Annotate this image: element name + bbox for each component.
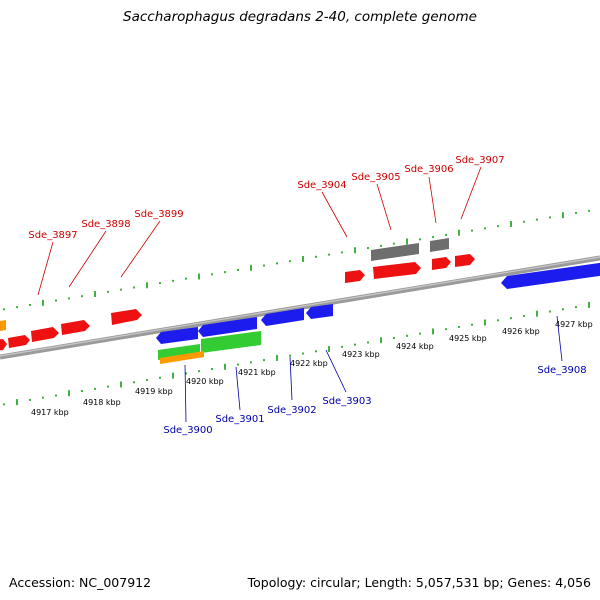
gene-box[interactable] bbox=[371, 243, 419, 261]
gene-label[interactable]: Sde_3902 bbox=[267, 405, 316, 416]
connector-sde-3902 bbox=[289, 356, 293, 401]
gene-label[interactable]: Sde_3903 bbox=[322, 396, 371, 407]
rna-genes bbox=[158, 331, 261, 364]
kbp-label: 4925 kbp bbox=[449, 334, 487, 343]
kbp-label: 4919 kbp bbox=[135, 387, 173, 396]
kbp-label: 4918 kbp bbox=[83, 398, 121, 407]
gene-arrow[interactable] bbox=[111, 309, 142, 325]
gene-label[interactable]: Sde_3905 bbox=[351, 172, 400, 183]
gene-box[interactable] bbox=[158, 344, 200, 360]
label-connectors bbox=[37, 166, 563, 423]
reverse-genes bbox=[156, 262, 600, 344]
connector-sde-3899 bbox=[120, 220, 161, 278]
kbp-label: 4926 kbp bbox=[502, 327, 540, 336]
connector-sde-3898 bbox=[68, 230, 107, 288]
kbp-label: 4924 kbp bbox=[396, 342, 434, 351]
kbp-label: 4917 kbp bbox=[31, 408, 69, 417]
gene-arrow[interactable] bbox=[261, 308, 304, 326]
gene-arrow[interactable] bbox=[0, 339, 7, 351]
gene-arrow[interactable] bbox=[156, 327, 198, 344]
genome-backbone bbox=[0, 255, 600, 360]
gene-label[interactable]: Sde_3901 bbox=[215, 414, 264, 425]
gene-box[interactable] bbox=[160, 351, 204, 364]
connector-sde-3907 bbox=[460, 166, 482, 220]
gene-arrow[interactable] bbox=[61, 320, 90, 335]
connector-sde-3903 bbox=[325, 349, 347, 393]
gene-arrow[interactable] bbox=[198, 317, 257, 337]
gene-label[interactable]: Sde_3907 bbox=[455, 155, 504, 166]
gene-label[interactable]: Sde_3900 bbox=[163, 425, 212, 436]
other-genes bbox=[371, 238, 449, 261]
kbp-label: 4922 kbp bbox=[290, 359, 328, 368]
gene-arrow[interactable] bbox=[501, 262, 600, 289]
gene-label[interactable]: Sde_3904 bbox=[297, 180, 346, 191]
connector-sde-3905 bbox=[376, 183, 392, 231]
forward-genes bbox=[0, 254, 475, 351]
gene-label[interactable]: Sde_3908 bbox=[537, 365, 586, 376]
gene-arrow[interactable] bbox=[373, 262, 421, 279]
gene-box[interactable] bbox=[201, 331, 261, 353]
connector-sde-3900 bbox=[184, 364, 187, 423]
kbp-label: 4920 kbp bbox=[186, 377, 224, 386]
gene-box[interactable] bbox=[430, 238, 449, 252]
gene-arrow bbox=[0, 320, 6, 331]
gene-arrow[interactable] bbox=[455, 254, 475, 267]
gene-arrow[interactable] bbox=[432, 257, 451, 270]
connector-sde-3897 bbox=[37, 241, 54, 296]
gene-label[interactable]: Sde_3906 bbox=[404, 164, 453, 175]
gene-arrow[interactable] bbox=[8, 335, 30, 348]
gene-labels: Sde_3897 Sde_3898 Sde_3899 Sde_3904 Sde_… bbox=[28, 155, 586, 436]
connector-sde-3906 bbox=[428, 176, 437, 224]
connector-sde-3901 bbox=[235, 366, 241, 411]
gene-arrow[interactable] bbox=[345, 270, 365, 283]
gene-label[interactable]: Sde_3897 bbox=[28, 230, 77, 241]
connector-sde-3904 bbox=[321, 191, 348, 238]
gene-label[interactable]: Sde_3898 bbox=[81, 219, 130, 230]
kbp-label: 4923 kbp bbox=[342, 350, 380, 359]
accession-text: Accession: NC_007912 bbox=[9, 575, 152, 590]
gene-arrow[interactable] bbox=[31, 327, 59, 342]
kbp-label: 4921 kbp bbox=[238, 368, 276, 377]
gene-label[interactable]: Sde_3899 bbox=[134, 209, 183, 220]
kbp-scale-labels: 4917 kbp 4918 kbp 4919 kbp 4920 kbp 4921 kbp… bbox=[31, 320, 593, 417]
connector-sde-3908 bbox=[556, 315, 563, 362]
kbp-label: 4927 kbp bbox=[555, 320, 593, 329]
genome-backbone-highlight bbox=[0, 256, 600, 357]
lower-tick-row bbox=[3, 301, 590, 406]
upper-tick-row bbox=[3, 209, 590, 311]
gene-arrow[interactable] bbox=[306, 304, 333, 319]
topology-text: Topology: circular; Length: 5,057,531 bp… bbox=[247, 575, 591, 590]
map-title: Saccharophagus degradans 2-40, complete … bbox=[123, 9, 477, 25]
